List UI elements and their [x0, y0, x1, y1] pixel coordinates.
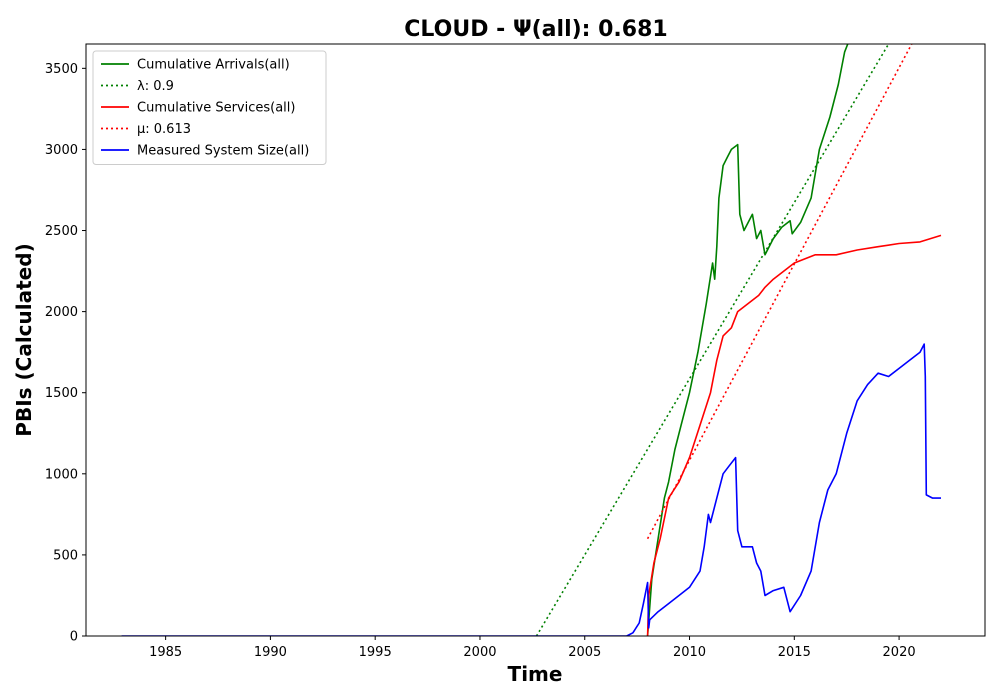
series-line-cumulative-services-all — [646, 234, 942, 636]
x-axis: 1985 1990 1995 2000 2005 2010 2015 2020 — [149, 636, 916, 660]
plot-frame — [85, 43, 986, 637]
x-tick-label: 2000 — [463, 645, 496, 660]
series-line-0-9 — [535, 44, 890, 636]
x-tick-label: 2020 — [883, 645, 916, 660]
legend-label-cumulative-arrivals-all: Cumulative Arrivals(all) — [137, 58, 290, 73]
series-line-cumulative-arrivals-all — [646, 44, 849, 636]
legend-box — [92, 50, 327, 165]
legend: Cumulative Arrivals(all) λ: 0.9 Cumulative… — [92, 50, 327, 165]
y-tick-label: 3000 — [45, 143, 78, 158]
y-axis-label: PBIs (Calculated) — [12, 243, 36, 436]
legend-label-cumulative-services-all: Cumulative Services(all) — [137, 101, 295, 116]
x-tick-label: 1995 — [359, 645, 392, 660]
x-tick-label: 2010 — [673, 645, 706, 660]
y-tick-label: 2500 — [45, 224, 78, 239]
legend-label-measured-system-size-all: Measured System Size(all) — [137, 144, 309, 159]
y-tick-label: 3500 — [45, 62, 78, 77]
y-tick-label: 500 — [53, 548, 78, 563]
y-axis: 0 500 1000 1500 2000 2500 3000 3500 — [45, 62, 86, 645]
legend-label-0-9: λ: 0.9 — [137, 79, 174, 94]
plot-area — [85, 43, 986, 637]
x-tick-label: 1985 — [149, 645, 182, 660]
y-tick-label: 2000 — [45, 305, 78, 320]
chart-title: CLOUD - Ψ(all): 0.681 — [404, 17, 667, 42]
x-tick-label: 2005 — [568, 645, 601, 660]
series-line-0-613 — [646, 44, 913, 540]
x-tick-label: 1990 — [254, 645, 287, 660]
x-tick-label: 2015 — [778, 645, 811, 660]
y-tick-label: 0 — [70, 630, 78, 645]
legend-label-0-613: μ: 0.613 — [137, 122, 191, 137]
y-tick-label: 1500 — [45, 386, 78, 401]
y-tick-label: 1000 — [45, 467, 78, 482]
x-axis-label: Time — [508, 662, 563, 686]
series-line-measured-system-size-all — [121, 343, 941, 636]
